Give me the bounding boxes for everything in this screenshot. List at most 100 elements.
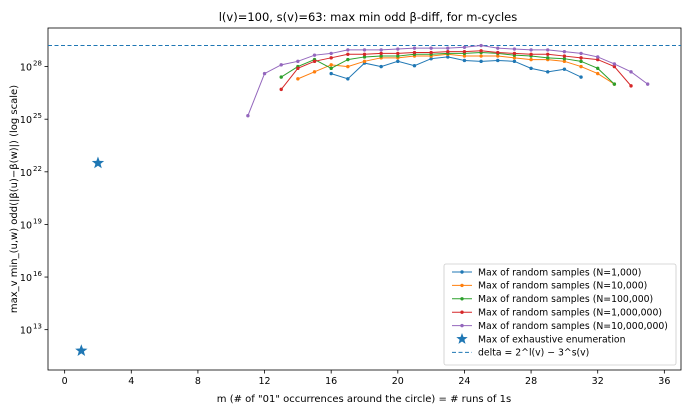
- data-point: [379, 51, 383, 56]
- data-point: [446, 49, 450, 54]
- x-tick-label: 28: [525, 376, 537, 387]
- data-point: [529, 52, 533, 57]
- data-point: [446, 46, 450, 50]
- data-point: [479, 59, 483, 64]
- data-point: [512, 51, 517, 56]
- data-point: [529, 66, 533, 71]
- data-point: [479, 43, 483, 48]
- plot-area: [47, 27, 682, 371]
- data-point: [546, 52, 550, 57]
- data-point: [529, 48, 533, 52]
- data-point: [396, 54, 400, 58]
- series-1: [329, 55, 583, 81]
- legend-label: Max of random samples (N=1,000): [478, 267, 641, 278]
- data-point: [362, 52, 367, 57]
- data-point: [462, 49, 467, 54]
- y-tick-label: 10: [20, 220, 32, 231]
- data-point: [329, 56, 333, 60]
- x-tick-label: 20: [392, 376, 404, 387]
- data-point: [562, 54, 567, 58]
- data-point: [379, 48, 383, 52]
- data-point: [429, 46, 433, 50]
- data-point: [596, 71, 600, 76]
- data-point: [246, 113, 250, 118]
- y-tick-exponent: 25: [33, 112, 42, 120]
- data-point: [296, 66, 300, 71]
- x-tick-label: 16: [325, 376, 337, 387]
- data-point: [396, 51, 400, 56]
- legend-marker: [460, 297, 464, 301]
- data-point: [562, 59, 567, 64]
- data-point: [446, 55, 450, 59]
- data-point: [412, 64, 417, 68]
- data-point: [412, 46, 417, 50]
- series-layer: [246, 43, 650, 118]
- data-point: [396, 47, 400, 51]
- data-point: [512, 47, 517, 51]
- data-point: [546, 48, 550, 52]
- data-point: [546, 56, 550, 60]
- y-tick-exponent: 28: [33, 60, 42, 68]
- data-point: [279, 87, 283, 92]
- y-tick-label: 10: [20, 63, 32, 74]
- data-point: [329, 51, 333, 56]
- data-point: [462, 45, 467, 49]
- data-point: [429, 56, 433, 61]
- data-point: [596, 55, 600, 59]
- legend-marker: [460, 310, 464, 314]
- legend-label: Max of random samples (N=10,000): [478, 281, 647, 292]
- data-point: [496, 54, 500, 58]
- series-5: [246, 43, 650, 118]
- data-point: [579, 56, 583, 60]
- legend-label: Max of random samples (N=10,000,000): [478, 321, 668, 332]
- data-point: [512, 56, 517, 60]
- series-2: [296, 52, 617, 86]
- legend-marker: [460, 270, 464, 274]
- x-axis: 0 4 8 12 16 20 24 28 32 36: [62, 370, 670, 387]
- data-point: [346, 52, 350, 57]
- data-point: [279, 75, 283, 79]
- chart-title: l(v)=100, s(v)=63: max min odd β-diff, f…: [219, 10, 518, 24]
- data-point: [496, 46, 500, 50]
- x-tick-label: 4: [128, 376, 134, 387]
- data-point: [429, 50, 433, 55]
- data-point: [346, 77, 350, 81]
- data-point: [362, 59, 367, 64]
- data-point: [512, 59, 517, 64]
- legend-label: Max of random samples (N=1,000,000): [478, 308, 662, 319]
- data-point: [546, 70, 550, 74]
- y-axis-label: max_v min_(u,w) odd(|β(u)−β(w)|) (log sc…: [9, 85, 20, 313]
- legend-label: Max of random samples (N=100,000): [478, 294, 653, 305]
- data-point: [629, 84, 633, 88]
- y-tick-label: 10: [20, 273, 32, 284]
- x-tick-label: 8: [195, 376, 201, 387]
- exhaustive-star: [75, 344, 88, 356]
- data-point: [312, 59, 317, 64]
- data-point: [346, 48, 350, 52]
- data-point: [496, 58, 500, 63]
- data-point: [362, 48, 367, 52]
- data-point: [596, 57, 600, 62]
- y-tick-label: 10: [20, 115, 32, 126]
- data-point: [312, 53, 317, 57]
- data-point: [329, 63, 333, 67]
- series-line: [297, 53, 615, 85]
- data-point: [596, 66, 600, 71]
- data-point: [312, 70, 317, 74]
- y-tick-exponent: 22: [33, 165, 42, 173]
- data-point: [562, 56, 567, 61]
- data-point: [612, 62, 617, 66]
- x-tick-label: 32: [592, 376, 604, 387]
- legend-frame: [443, 263, 677, 366]
- data-point: [562, 49, 567, 54]
- series-4: [279, 49, 633, 92]
- data-point: [612, 82, 617, 86]
- exhaustive-star: [91, 156, 105, 169]
- data-point: [612, 64, 617, 69]
- legend-label: Max of exhaustive enumeration: [478, 334, 626, 345]
- data-point: [329, 71, 333, 76]
- data-point: [462, 54, 467, 58]
- data-point: [379, 64, 383, 69]
